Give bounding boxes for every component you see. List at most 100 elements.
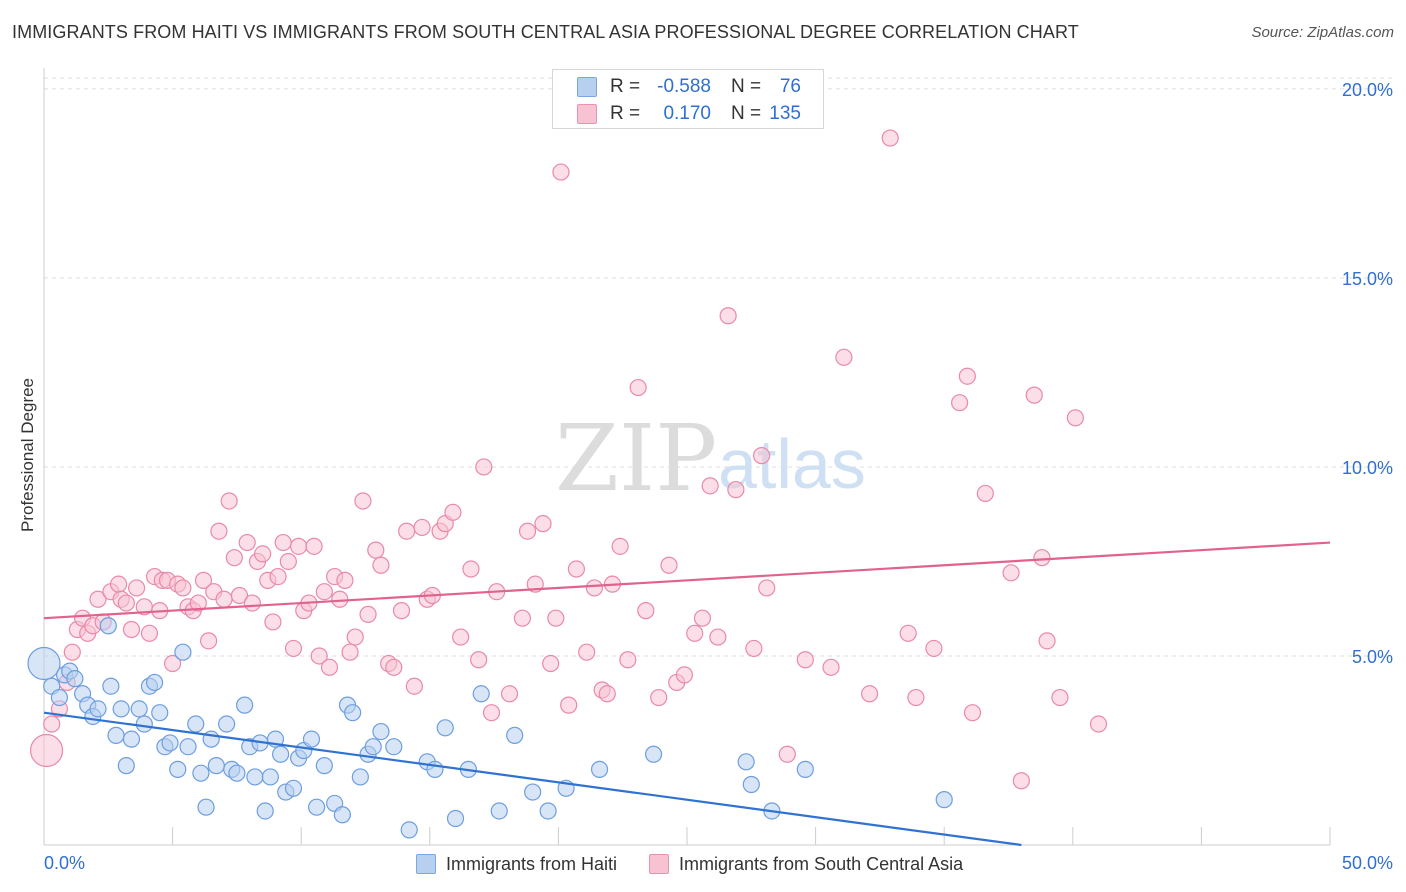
- asia-legend-label: Immigrants from South Central Asia: [679, 853, 964, 874]
- asia-point: [1089, 715, 1108, 733]
- haiti-point: [436, 719, 454, 737]
- asia-r-label: R =: [610, 103, 641, 124]
- asia-point: [822, 658, 840, 676]
- asia-point: [372, 556, 390, 574]
- asia-point: [243, 594, 261, 612]
- haiti-point: [506, 726, 524, 744]
- haiti-point: [400, 821, 418, 839]
- haiti-point: [333, 806, 351, 824]
- haiti-point: [66, 670, 84, 688]
- haiti-point: [539, 802, 557, 820]
- asia-point: [660, 556, 678, 574]
- haiti-point: [187, 715, 205, 733]
- haiti-point: [742, 775, 760, 794]
- haiti-point: [179, 738, 197, 756]
- legend-item-haiti[interactable]: Immigrants from Haiti: [416, 854, 617, 875]
- asia-point: [385, 658, 403, 676]
- haiti-point: [385, 738, 403, 756]
- asia-point: [310, 647, 328, 665]
- asia-trend-line: [43, 541, 1331, 620]
- tick-labels: 5.0% 10.0% 15.0% 20.0% 0.0% 50.0%: [44, 80, 1393, 873]
- haiti-point: [246, 768, 264, 786]
- y-tick-label: 15.0%: [1342, 269, 1393, 289]
- series-legend: Immigrants from Haiti Immigrants from So…: [416, 852, 995, 876]
- asia-point: [405, 677, 423, 695]
- haiti-point: [145, 673, 164, 692]
- haiti-point: [218, 715, 236, 733]
- asia-point: [861, 685, 879, 703]
- asia-point: [1051, 688, 1069, 707]
- haiti-point: [102, 677, 120, 695]
- asia-point: [560, 696, 578, 714]
- asia-point: [482, 704, 501, 722]
- asia-point: [359, 605, 377, 623]
- haiti-point: [590, 760, 609, 778]
- asia-point: [220, 492, 238, 510]
- asia-point: [907, 688, 925, 707]
- asia-point: [752, 447, 771, 465]
- asia-point: [619, 651, 637, 669]
- asia-point: [269, 567, 287, 586]
- watermark: ZIP atlas: [555, 405, 866, 512]
- asia-point: [542, 654, 560, 673]
- asia-point: [367, 541, 385, 559]
- asia-point: [238, 533, 256, 552]
- asia-point: [140, 624, 159, 642]
- haiti-n-label: N =: [731, 76, 762, 97]
- asia-point: [1038, 632, 1056, 650]
- haiti-point: [796, 760, 814, 778]
- asia-point: [701, 477, 719, 495]
- haiti-point: [344, 704, 362, 722]
- asia-point: [413, 518, 431, 537]
- asia-point: [341, 643, 359, 661]
- haiti-point: [99, 617, 117, 635]
- asia-point: [331, 590, 349, 608]
- asia-point: [392, 602, 411, 620]
- asia-swatch: [577, 104, 597, 124]
- haiti-swatch: [577, 77, 597, 97]
- asia-point: [189, 594, 207, 612]
- asia-point: [470, 651, 488, 669]
- trend-lines: [43, 541, 1331, 847]
- asia-point: [109, 575, 128, 593]
- asia-point: [1033, 549, 1051, 567]
- haiti-n-value: 76: [779, 76, 801, 97]
- legend-item-asia[interactable]: Immigrants from South Central Asia: [649, 854, 963, 875]
- watermark-zip: ZIP: [555, 405, 717, 512]
- asia-point: [89, 590, 107, 608]
- y-tick-label: 5.0%: [1352, 647, 1393, 667]
- asia-point: [336, 571, 354, 589]
- asia-point: [534, 515, 552, 533]
- haiti-point: [256, 802, 274, 820]
- haiti-point: [261, 768, 279, 786]
- haiti-point: [169, 760, 187, 778]
- haiti-point: [50, 688, 69, 707]
- asia-point: [881, 129, 899, 147]
- asia-point: [598, 685, 616, 703]
- asia-point: [346, 628, 364, 646]
- haiti-point: [117, 757, 135, 775]
- asia-point: [462, 560, 480, 578]
- asia-point: [629, 378, 647, 397]
- haiti-point: [372, 722, 390, 741]
- haiti-point: [27, 646, 61, 681]
- haiti-point: [644, 745, 663, 763]
- haiti-point: [446, 809, 465, 828]
- haiti-point: [236, 696, 254, 714]
- haiti-r-label: R =: [610, 76, 641, 97]
- asia-point: [778, 745, 796, 763]
- asia-point: [444, 503, 462, 521]
- asia-point: [611, 537, 629, 555]
- asia-point: [547, 609, 565, 627]
- y-tick-label: 10.0%: [1342, 458, 1393, 478]
- asia-point: [518, 522, 537, 540]
- asia-point: [29, 733, 64, 768]
- asia-point: [122, 620, 141, 639]
- asia-point: [686, 624, 704, 642]
- haiti-point: [228, 764, 246, 782]
- correlation-legend: R = -0.588 N = 76 R = 0.170 N = 135: [552, 69, 824, 129]
- y-tick-label: 20.0%: [1342, 80, 1393, 100]
- haiti-point: [364, 738, 382, 756]
- asia-point: [475, 458, 493, 476]
- asia-point: [513, 609, 531, 627]
